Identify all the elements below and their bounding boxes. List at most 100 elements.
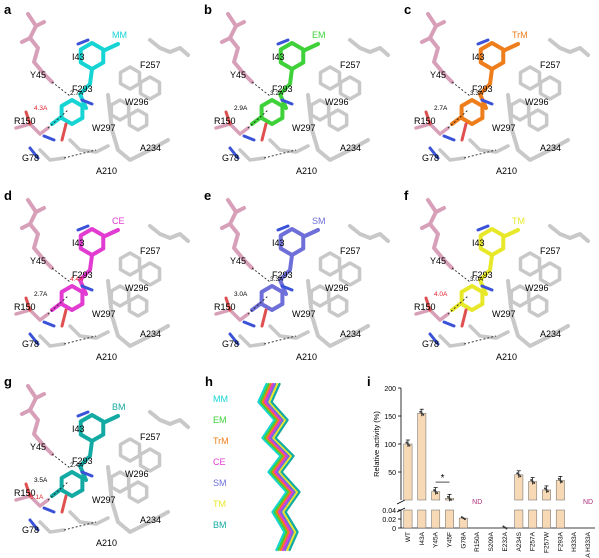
data-point (502, 525, 505, 528)
data-point (420, 412, 423, 415)
data-point (517, 473, 520, 476)
x-tick-label: A234S (516, 531, 523, 551)
ligand-name: MM (112, 30, 127, 40)
legend-tm: TM (213, 499, 226, 509)
residue-label-i43: I43 (272, 238, 285, 248)
nd-label: ND (583, 499, 593, 506)
residue-label-y45: Y45 (430, 256, 447, 266)
residue-label-y45: Y45 (430, 70, 447, 80)
x-tick-label: F257A (530, 531, 537, 551)
bar (417, 412, 427, 501)
data-point (406, 443, 409, 445)
x-tick-label: F293A (557, 531, 564, 551)
residue-label-g78: G78 (22, 339, 40, 349)
ligand-name: TrM (512, 30, 528, 40)
y-tick-label: 150 (384, 414, 396, 421)
y-tick-label: 0.02 (382, 517, 396, 524)
residue-label-i43: I43 (72, 52, 85, 62)
residue-label-i43: I43 (272, 52, 285, 62)
ligand-name: SM (312, 216, 326, 226)
ligand-trace-sm (266, 382, 297, 552)
residue-label-i43: I43 (472, 238, 485, 248)
panel-d: d CE I43 Y45 F257 F293 W296 R150 W297 A234 G78 A210… (0, 186, 199, 371)
residue-label-g78: G78 (222, 153, 240, 163)
x-tick-label: S209A H333A (585, 531, 592, 558)
residue-label-a210: A210 (96, 538, 118, 548)
legend-mm: MM (213, 394, 228, 404)
residue-label-w296: W296 (525, 97, 549, 107)
x-tick-label: S209A (488, 531, 495, 551)
panel-letter: f (404, 188, 409, 203)
panel-letter: i (367, 374, 371, 389)
residue-label-r150: R150 (14, 302, 36, 312)
residue-label-r150: R150 (214, 116, 236, 126)
x-tick-label: H333A (571, 531, 578, 552)
residue-label-y45: Y45 (230, 256, 247, 266)
residue-label-w297: W297 (492, 123, 516, 133)
ligand-trace-bm (270, 382, 301, 552)
residue-label-r150: R150 (414, 116, 436, 126)
residue-label-g78: G78 (422, 153, 440, 163)
panel-i-chart: i 50 100 150 200 0 0.02 0.04 Relative activity … (365, 372, 599, 558)
ligand-trace-mm (257, 382, 288, 552)
distance-label: 2.9A (234, 105, 248, 112)
y-tick-label: 50 (388, 470, 396, 477)
residue-label-y45: Y45 (230, 70, 247, 80)
data-point (408, 444, 411, 447)
residue-label-y45: Y45 (30, 256, 47, 266)
distance-label: 2.4A (70, 462, 84, 469)
bar (403, 443, 413, 501)
data-point (463, 518, 466, 521)
residue-label-f293: F293 (272, 270, 293, 280)
distance-label: 3.0A (470, 276, 484, 283)
residue-label-a210: A210 (496, 166, 518, 176)
ligand-trace-trm (261, 382, 292, 552)
ligand-name: TM (512, 216, 525, 226)
panel-c: c TrM I43 Y45 F257 F293 W296 R150 W297 A234 G78 A21… (400, 0, 599, 185)
residue-label-w296: W296 (325, 283, 349, 293)
data-point (516, 472, 519, 475)
data-point (460, 516, 463, 519)
binding-site-structure (214, 198, 390, 348)
distance-label: 5.1A (30, 494, 44, 501)
residue-label-f257: F257 (140, 246, 161, 256)
residue-label-r150: R150 (14, 488, 36, 498)
residue-label-a210: A210 (296, 352, 318, 362)
significance-star: * (441, 473, 445, 484)
residue-label-g78: G78 (222, 339, 240, 349)
panel-letter: d (4, 188, 12, 203)
residue-label-w297: W297 (292, 123, 316, 133)
data-point (544, 487, 546, 490)
bar-lower (555, 509, 565, 529)
distance-label: 4.4A (70, 276, 84, 283)
x-tick-label: R150A (474, 531, 481, 552)
residue-label-g78: G78 (22, 153, 40, 163)
residue-label-a210: A210 (96, 352, 118, 362)
residue-label-g78: G78 (422, 339, 440, 349)
panel-letter: g (4, 374, 12, 389)
panel-e: e SM I43 Y45 F257 F293 W296 R150 W297 A234 G78 A210… (200, 186, 399, 371)
distance-label: 2.7A (434, 105, 448, 112)
x-tick-label: F257W (544, 531, 551, 553)
ligand-trace-ce (263, 382, 295, 552)
data-point (547, 490, 549, 493)
binding-site-structure (214, 12, 390, 162)
data-point (448, 497, 451, 500)
data-point (530, 479, 533, 482)
x-tick-label: E232A (502, 531, 509, 551)
bar (514, 474, 524, 501)
residue-label-a234: A234 (140, 143, 162, 153)
data-point (519, 475, 522, 478)
nd-label: ND (472, 499, 482, 506)
residue-label-y45: Y45 (30, 70, 47, 80)
data-point (531, 480, 534, 483)
x-tick-label: Y45A (433, 531, 440, 548)
residue-label-f293: F293 (72, 84, 93, 94)
distance-label: 3.3A (270, 276, 284, 283)
residue-label-r150: R150 (214, 302, 236, 312)
relative-activity-chart: 50 100 150 200 0 0.02 0.04 Relative activity (%… (372, 386, 595, 558)
residue-label-f293: F293 (72, 270, 93, 280)
data-point (422, 413, 425, 416)
residue-label-r150: R150 (414, 302, 436, 312)
bar (458, 517, 468, 529)
